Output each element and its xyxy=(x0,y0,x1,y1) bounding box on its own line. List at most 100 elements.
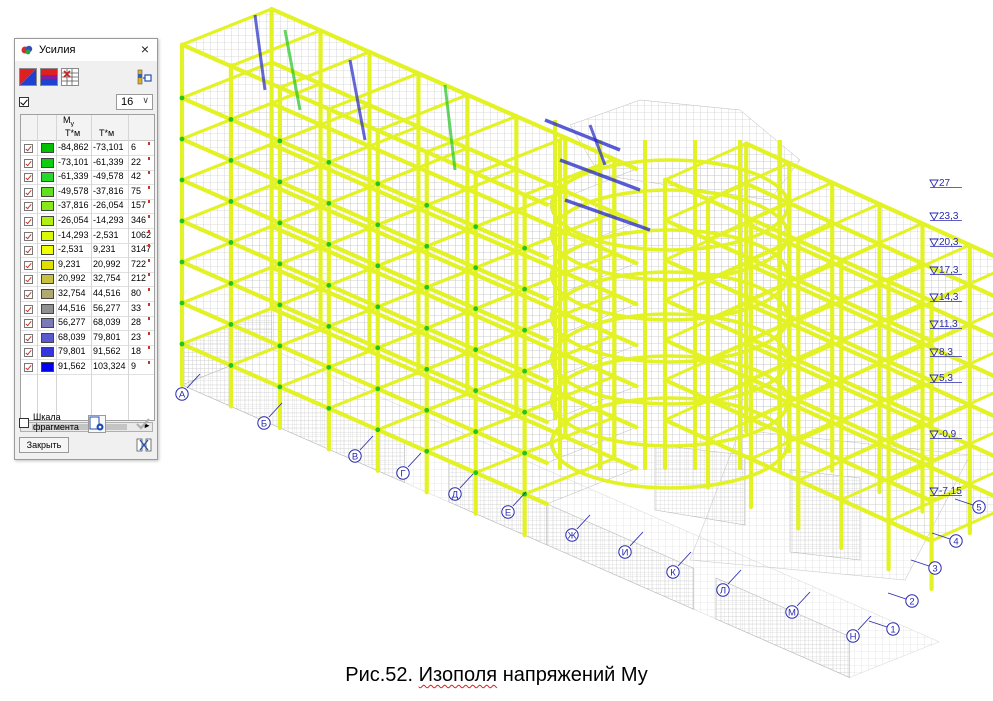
beam xyxy=(179,300,550,465)
legend-color-swatch[interactable] xyxy=(41,347,54,358)
legend-row[interactable]: -49,578 -37,816 75 xyxy=(21,185,154,200)
axis-number-label: 1 xyxy=(890,625,895,636)
legend-color-swatch[interactable] xyxy=(41,332,54,343)
cross-beam xyxy=(229,28,323,68)
legend-color-swatch[interactable] xyxy=(41,186,54,197)
isofield-accents xyxy=(179,14,651,497)
legend-row[interactable]: 79,801 91,562 18 xyxy=(21,345,154,361)
legend-row-checkbox[interactable] xyxy=(24,260,33,270)
legend-row-checkbox[interactable] xyxy=(24,144,33,153)
level-mark-label: 5,3 xyxy=(939,373,953,384)
legend-row[interactable]: 20,992 32,754 212 xyxy=(21,272,154,288)
levels-checkbox[interactable] xyxy=(19,97,29,107)
close-icon[interactable]: × xyxy=(140,41,150,57)
axis-bubble xyxy=(618,545,632,559)
dialog-titlebar: Усилия × xyxy=(15,39,157,61)
node-mark xyxy=(277,343,283,349)
legend-row-flag xyxy=(148,288,150,291)
scale-fragment-settings-button[interactable] xyxy=(88,415,106,433)
legend-color-swatch[interactable] xyxy=(41,216,54,226)
axis-leader xyxy=(954,498,974,506)
axis-letter-label: Г xyxy=(400,469,405,480)
axis-letter-label: Л xyxy=(720,586,726,597)
axis-letter-label: И xyxy=(622,548,629,559)
node-mark xyxy=(473,470,479,476)
legend-from-value: -49,578 xyxy=(58,185,89,196)
beam xyxy=(179,177,550,342)
wing-cross-beam xyxy=(930,391,993,423)
levels-select[interactable]: 16 ∨ xyxy=(116,94,153,110)
legend-row[interactable]: -84,862 -73,101 6 xyxy=(21,141,154,156)
legend-row-checkbox[interactable] xyxy=(24,290,33,299)
scroll-thumb[interactable] xyxy=(32,424,127,430)
legend-row[interactable]: -14,293 -2,531 1062 xyxy=(21,229,154,244)
scale-settings-button[interactable] xyxy=(135,68,153,86)
legend-color-swatch[interactable] xyxy=(41,230,54,241)
axis-bubble xyxy=(846,629,860,643)
apply-button[interactable] xyxy=(135,417,151,431)
legend-color-swatch[interactable] xyxy=(41,362,54,372)
table-mode-button[interactable] xyxy=(61,68,79,86)
isofield-fill-icon xyxy=(20,69,36,85)
legend-row-checkbox[interactable] xyxy=(24,304,33,314)
legend-color-swatch[interactable] xyxy=(41,318,54,329)
legend-color-swatch[interactable] xyxy=(41,274,54,285)
table-grid-icon xyxy=(62,69,78,85)
node-mark xyxy=(326,405,332,411)
legend-count-value: 28 xyxy=(131,317,142,328)
legend-row[interactable]: -37,816 -26,054 157 xyxy=(21,199,154,215)
legend-row[interactable]: -61,339 -49,578 42 xyxy=(21,170,154,186)
legend-row[interactable]: 9,231 20,992 722 xyxy=(21,258,154,273)
legend-row[interactable]: 56,277 68,039 28 xyxy=(21,316,154,332)
legend-row-checkbox[interactable] xyxy=(24,275,33,285)
legend-color-swatch[interactable] xyxy=(41,245,54,256)
legend-row[interactable]: -73,101 -61,339 22 xyxy=(21,156,154,171)
legend-row-checkbox[interactable] xyxy=(24,231,33,241)
legend-row-flag xyxy=(148,215,150,218)
legend-row[interactable]: 32,754 44,516 80 xyxy=(21,287,154,302)
legend-row[interactable]: 44,516 56,277 33 xyxy=(21,302,154,317)
scroll-right-icon[interactable]: ► xyxy=(143,421,151,430)
legend-color-swatch[interactable] xyxy=(41,157,54,168)
legend-color-swatch[interactable] xyxy=(41,259,54,270)
legend-color-swatch[interactable] xyxy=(41,143,54,153)
legend-row-checkbox[interactable] xyxy=(24,348,33,358)
axis-leader xyxy=(186,373,201,389)
legend-row-flag xyxy=(148,361,150,364)
axis-number-label: 3 xyxy=(932,564,937,575)
cross-beam xyxy=(425,167,518,207)
legend-row-flag xyxy=(148,229,150,233)
legend-row[interactable]: 91,562 103,324 9 xyxy=(21,360,154,375)
legend-row-checkbox[interactable] xyxy=(24,319,33,329)
level-triangle xyxy=(929,430,939,439)
legend-row-checkbox[interactable] xyxy=(24,246,33,256)
node-mark xyxy=(522,286,528,292)
isoband-button[interactable] xyxy=(40,68,58,86)
legend-color-swatch[interactable] xyxy=(41,289,54,299)
legend-row-checkbox[interactable] xyxy=(24,217,33,226)
axis-leader xyxy=(459,473,474,489)
legend-from-value: -61,339 xyxy=(58,171,89,182)
legend-color-swatch[interactable] xyxy=(41,303,54,314)
legend-row[interactable]: -26,054 -14,293 346 xyxy=(21,214,154,229)
legend-color-swatch[interactable] xyxy=(41,201,54,212)
scale-fragment-checkbox[interactable] xyxy=(19,418,29,428)
legend-row[interactable]: 68,039 79,801 23 xyxy=(21,331,154,346)
legend-count-value: 18 xyxy=(131,346,142,357)
legend-row-checkbox[interactable] xyxy=(24,363,33,372)
legend-row-checkbox[interactable] xyxy=(24,158,33,168)
close-dialog-button[interactable]: Закрыть xyxy=(19,437,69,453)
export-button[interactable] xyxy=(136,438,152,452)
legend-to-value: 56,277 xyxy=(93,302,121,313)
legend-row-checkbox[interactable] xyxy=(24,333,33,343)
legend-row-checkbox[interactable] xyxy=(24,202,33,212)
level-mark-label: -0,9 xyxy=(939,429,957,440)
legend-row[interactable]: -2,531 9,231 3147 xyxy=(21,243,154,259)
isofield-fill-button[interactable] xyxy=(19,68,37,86)
node-mark xyxy=(375,181,381,187)
legend-count-value: 212 xyxy=(131,273,147,284)
legend-row-checkbox[interactable] xyxy=(24,173,33,183)
legend-color-swatch[interactable] xyxy=(41,172,54,183)
legend-row-checkbox[interactable] xyxy=(24,187,33,197)
